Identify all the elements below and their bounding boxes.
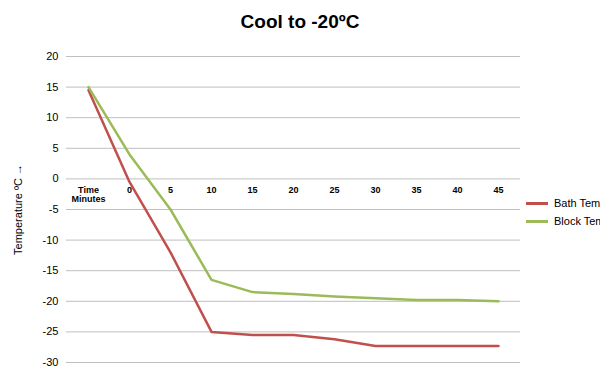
svg-text:40: 40 <box>452 185 462 195</box>
svg-text:30: 30 <box>370 185 380 195</box>
svg-text:-5: -5 <box>49 203 59 215</box>
svg-text:35: 35 <box>411 185 421 195</box>
svg-text:5: 5 <box>52 142 58 154</box>
html-text:Cool to -20ºC: Cool to -20ºC <box>240 11 360 32</box>
svg-text:-30: -30 <box>43 356 59 368</box>
svg-text:15: 15 <box>247 185 257 195</box>
svg-text:0: 0 <box>127 185 132 195</box>
svg-text:10: 10 <box>46 111 58 123</box>
svg-text:45: 45 <box>493 185 503 195</box>
svg-text:25: 25 <box>329 185 339 195</box>
svg-text:5: 5 <box>168 185 173 195</box>
svg-text:0: 0 <box>52 172 58 184</box>
svg-text:20: 20 <box>288 185 298 195</box>
svg-text:15: 15 <box>46 81 58 93</box>
svg-text:-25: -25 <box>43 325 59 337</box>
svg-text:20: 20 <box>46 50 58 62</box>
svg-text:-20: -20 <box>43 295 59 307</box>
svg-text:-10: -10 <box>43 234 59 246</box>
svg-text:Temperature ºC →: Temperature ºC → <box>12 164 24 255</box>
svg-text:10: 10 <box>206 185 216 195</box>
svg-text:TimeMinutes: TimeMinutes <box>71 185 105 204</box>
svg-text:-15: -15 <box>43 264 59 276</box>
